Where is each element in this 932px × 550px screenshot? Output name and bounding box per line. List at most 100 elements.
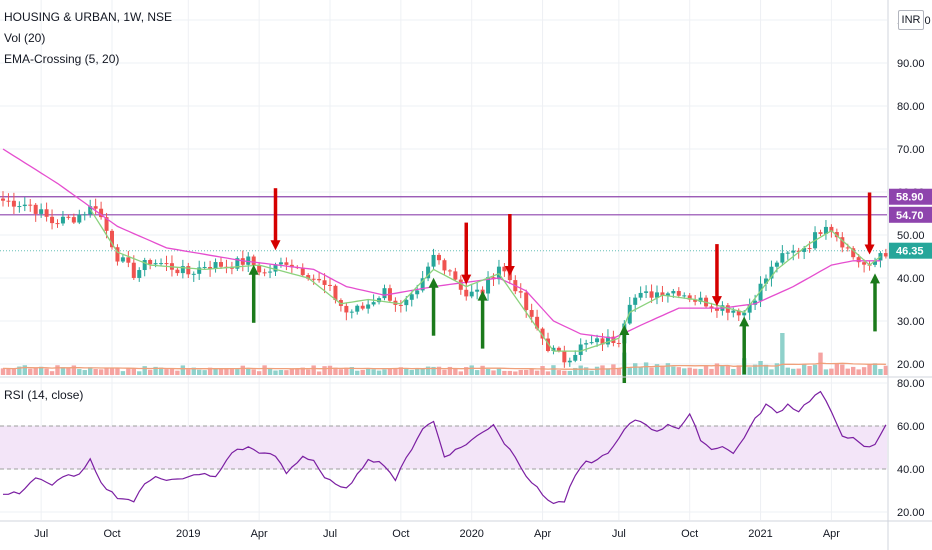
volume-bar [867,363,872,375]
volume-bar [469,365,474,375]
volume-bar [747,367,752,375]
volume-bar [306,369,311,375]
volume-legend[interactable]: Vol (20) [4,31,46,45]
candle-body [202,266,207,268]
candle-body [818,232,823,234]
volume-bar [371,369,376,375]
candle-body [823,226,828,234]
volume-bar [491,370,496,375]
volume-bar [556,370,562,375]
volume-ma-line [2,362,886,370]
volume-bar [485,368,491,375]
candle-body [6,200,11,202]
currency-button[interactable]: INR [898,10,924,30]
candle-body [153,263,158,265]
volume-bar [725,366,731,375]
volume-bar [649,367,654,375]
volume-bar [66,368,71,375]
candle-body [714,307,719,311]
volume-bar [812,364,818,375]
volume-bar [731,368,736,375]
candle-body [33,204,38,214]
candle-body [371,302,376,305]
volume-bar [104,367,109,375]
volume-bar [420,368,425,375]
candle-body [627,304,632,324]
volume-bar [246,368,251,375]
candle-body [104,217,109,231]
volume-bar [709,368,714,375]
ema-fast-line [89,208,881,352]
volume-bar [801,364,807,375]
volume-bar [529,369,534,375]
ema-legend[interactable]: EMA-Crossing (5, 20) [4,52,120,66]
price-tick-label: 30.00 [897,316,925,328]
volume-bar [763,364,769,375]
candle-body [208,266,213,269]
volume-bar [774,363,780,375]
candle-body [197,267,202,274]
volume-bar [458,371,463,375]
candle-body [442,260,447,271]
volume-bar [382,369,387,375]
candle-body [164,263,169,265]
volume-bar [507,370,513,375]
volume-bar [229,369,235,375]
volume-bar [98,369,104,375]
candle-body [655,292,659,298]
resistance-levels [0,196,887,252]
candle-body [578,344,583,355]
candle-body [780,253,785,263]
candle-body [791,250,796,253]
volume-bar [616,367,622,375]
candle-body [496,266,501,280]
volume-bar [513,371,518,375]
volume-bars [0,333,889,375]
candle-body [551,347,556,351]
volume-bar [387,368,393,375]
volume-bar [714,363,720,375]
buy-arrow-head [870,273,880,284]
volume-bar [496,367,502,375]
candle-body [28,204,33,206]
rsi-legend[interactable]: RSI (14, close) [4,388,84,402]
volume-bar [409,369,414,375]
candle-body [360,305,365,309]
volume-bar [665,363,671,375]
rsi-band-fill [0,426,887,469]
volume-bar [720,365,725,375]
volume-bar [502,370,507,375]
volume-bar [643,362,649,375]
volume-bar [6,368,11,375]
volume-bar [175,370,180,375]
volume-bar [834,363,840,375]
volume-bar [752,364,758,375]
candle-body [246,256,251,265]
volume-bar [327,365,333,375]
volume-bar [551,365,556,375]
candle-body [616,342,621,344]
ema-slow-line [2,148,881,339]
volume-bar [344,367,349,375]
volume-bar [218,369,224,375]
candle-body [311,278,316,280]
volume-bar [883,365,889,375]
candle-body [502,266,507,272]
volume-bar [213,367,218,375]
chart-title[interactable]: HOUSING & URBAN, 1W, NSE [4,10,173,24]
volume-bar [769,369,774,375]
candle-body [524,292,529,311]
volume-bar [295,368,300,375]
time-tick-label: Jul [612,528,626,540]
volume-bar [872,363,878,375]
candle-body [409,294,414,300]
candle-body [175,269,180,274]
candle-body [518,291,523,293]
candle-body [349,311,354,313]
volume-bar [49,371,55,375]
candle-body [382,288,387,299]
volume-bar [55,365,60,375]
candle-body [11,200,16,207]
candle-body [873,260,877,265]
